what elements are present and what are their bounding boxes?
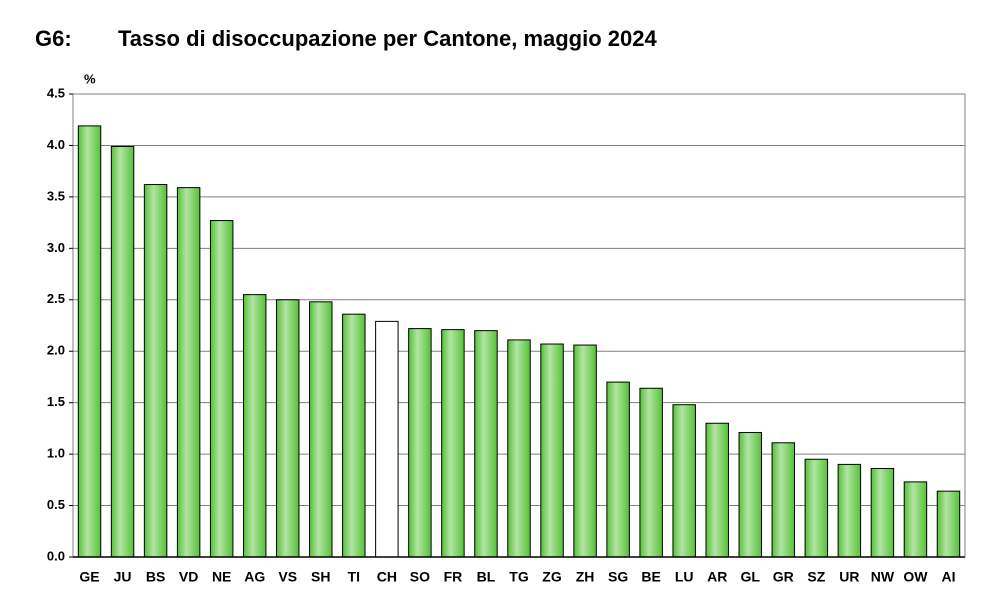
bar (209, 220, 234, 558)
y-tick-label: 3.0 (47, 240, 65, 255)
x-tick-label: GL (741, 569, 761, 585)
x-tick-label: UR (839, 569, 859, 585)
bar (176, 187, 201, 558)
bar (110, 145, 135, 558)
y-tick-label: 2.5 (47, 291, 65, 306)
bar (242, 294, 267, 558)
x-tick-label: BS (146, 569, 165, 585)
bar (738, 432, 762, 558)
x-tick-label: SH (311, 569, 330, 585)
bar (804, 458, 829, 558)
bar (936, 490, 961, 558)
x-tick-label: OW (903, 569, 928, 585)
bar (474, 330, 498, 558)
bar (77, 125, 102, 558)
x-tick-label: NW (871, 569, 895, 585)
bar (375, 320, 399, 558)
x-tick-label: VD (179, 569, 198, 585)
x-tick-label: LU (675, 569, 694, 585)
bar (672, 404, 696, 558)
bar (606, 381, 630, 558)
bar (870, 468, 895, 558)
bar (408, 328, 432, 558)
x-tick-label: GR (773, 569, 794, 585)
x-tick-label: GE (79, 569, 99, 585)
x-tick-label: TI (348, 569, 360, 585)
bar (639, 387, 663, 558)
bar (143, 184, 168, 558)
bar (540, 343, 564, 558)
x-tick-label: TG (509, 569, 529, 585)
y-tick-label: 2.0 (47, 343, 65, 358)
x-tick-label: CH (377, 569, 397, 585)
figure-label: G6: (35, 26, 72, 51)
x-tick-label: SZ (807, 569, 825, 585)
bar (309, 301, 333, 558)
y-tick-label: 0.0 (47, 548, 65, 563)
y-tick-label: 4.0 (47, 137, 65, 152)
y-tick-label: 0.5 (47, 497, 65, 512)
y-tick-label: 3.5 (47, 188, 65, 203)
x-tick-label: SG (608, 569, 628, 585)
chart-title: Tasso di disoccupazione per Cantone, mag… (118, 26, 657, 51)
bar (441, 329, 465, 558)
x-tick-label: BL (477, 569, 496, 585)
x-tick-label: VS (278, 569, 297, 585)
bar (903, 481, 928, 558)
x-tick-label: BE (641, 569, 660, 585)
y-axis-label: % (84, 71, 96, 86)
x-tick-label: FR (444, 569, 463, 585)
bar (507, 339, 531, 558)
bar (573, 344, 597, 558)
bar (837, 463, 862, 558)
x-tick-label: ZH (576, 569, 595, 585)
y-tick-label: 1.0 (47, 446, 65, 461)
x-tick-label: JU (114, 569, 132, 585)
x-tick-label: SO (410, 569, 430, 585)
x-tick-label: ZG (542, 569, 562, 585)
x-tick-label: AI (941, 569, 955, 585)
x-tick-label: AG (244, 569, 265, 585)
bar (276, 299, 300, 558)
y-tick-label: 1.5 (47, 394, 65, 409)
y-tick-label: 4.5 (47, 85, 65, 100)
bar (342, 313, 366, 558)
bar (705, 422, 729, 558)
x-tick-label: NE (212, 569, 231, 585)
bar (771, 442, 796, 558)
x-tick-label: AR (707, 569, 727, 585)
